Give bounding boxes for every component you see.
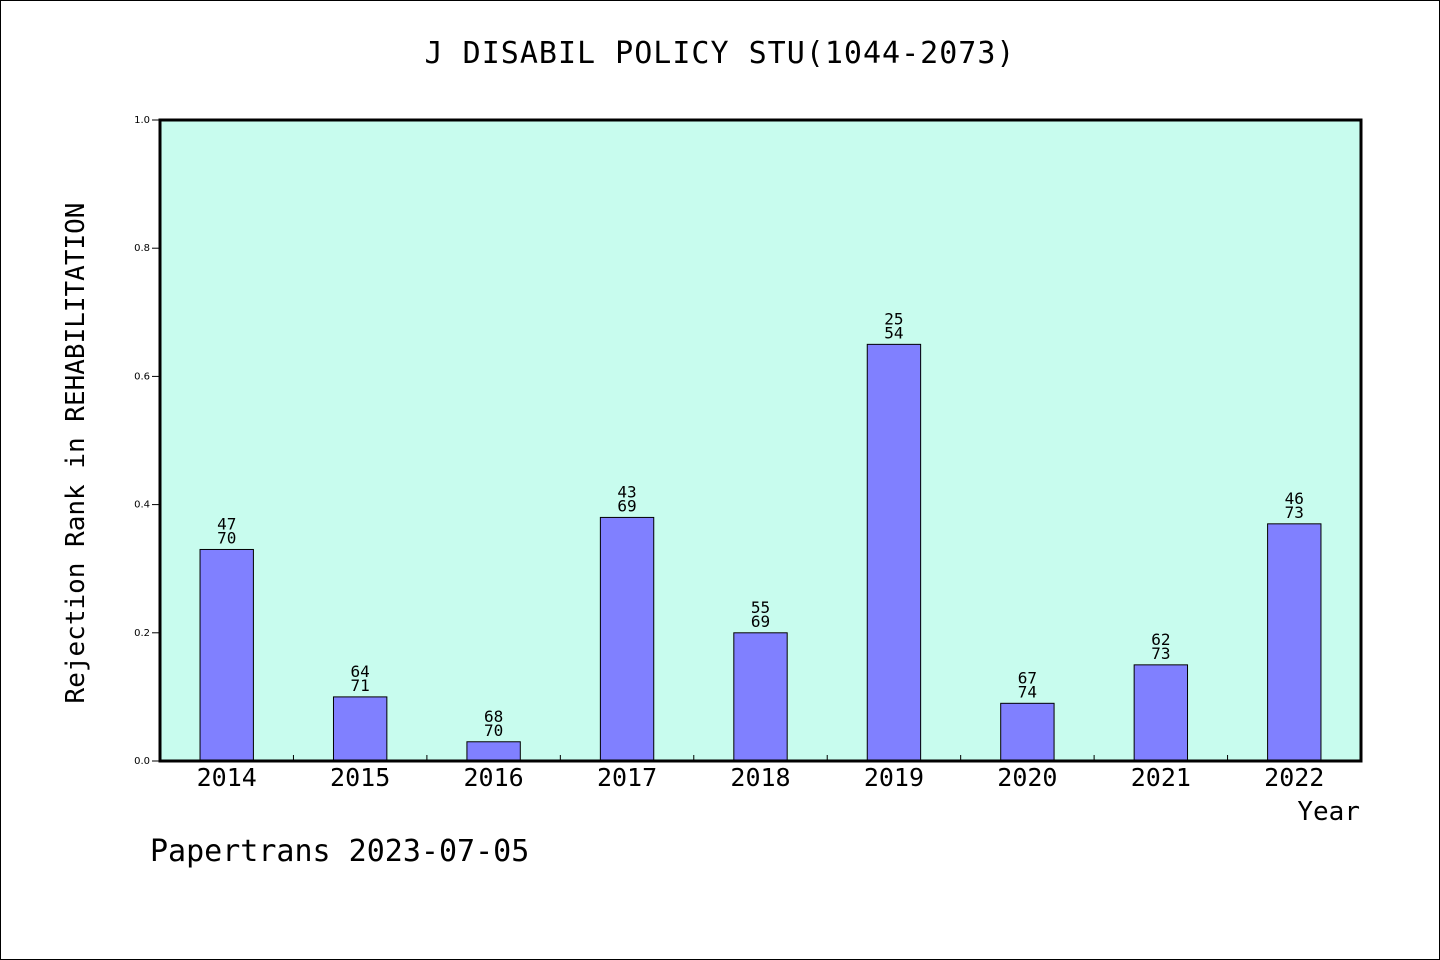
x-tick-label: 2014 [197, 763, 257, 792]
x-tick-label: 2019 [864, 763, 924, 792]
bar-2016 [466, 741, 521, 762]
bar-2019 [866, 343, 922, 762]
x-tick-label: 2018 [730, 763, 790, 792]
bar-label: 62 [1151, 630, 1170, 649]
bar-label: 54 [884, 323, 903, 342]
bar-label: 73 [1151, 644, 1170, 663]
bar-label: 68 [484, 707, 503, 726]
y-tick-label: 1.0 [134, 115, 150, 126]
x-tick-label: 2016 [464, 763, 524, 792]
x-tick-label: 2021 [1131, 763, 1191, 792]
x-axis-label: Year [1297, 797, 1360, 827]
x-tick-label: 2020 [997, 763, 1057, 792]
bar-label: 73 [1285, 503, 1304, 522]
y-tick-label: 0.0 [134, 756, 150, 767]
x-tick-label: 2015 [330, 763, 390, 792]
bar-label: 25 [884, 309, 903, 328]
bar-label: 74 [1018, 682, 1037, 701]
y-tick-label: 0.2 [134, 628, 150, 639]
bar-label: 43 [617, 482, 636, 501]
x-tick-label: 2022 [1264, 763, 1324, 792]
y-tick-label: 0.6 [134, 371, 150, 382]
x-tick-label: 2017 [597, 763, 657, 792]
bar-label: 55 [751, 598, 770, 617]
chart-title: J DISABIL POLICY STU(1044-2073) [424, 36, 1016, 71]
y-tick-label: 0.8 [134, 243, 150, 254]
bar-label: 69 [751, 612, 770, 631]
bar-label: 46 [1285, 489, 1304, 508]
footer-text: Papertrans 2023-07-05 [150, 834, 530, 869]
bar-label: 69 [617, 496, 636, 515]
y-axis-label: Rejection Rank in REHABILITATION [61, 203, 91, 704]
y-tick-label: 0.4 [134, 500, 150, 511]
bar-label: 47 [217, 514, 236, 533]
bar-2015 [332, 696, 388, 762]
bar-2021 [1133, 664, 1189, 762]
bar-2018 [733, 632, 788, 762]
bar-2014 [199, 548, 254, 762]
bar-label: 70 [484, 721, 503, 740]
plot-border [158, 118, 1363, 763]
bar-2017 [599, 516, 655, 762]
bar-label: 70 [217, 528, 236, 547]
bar-2020 [1000, 702, 1055, 762]
bar-label: 67 [1018, 668, 1037, 687]
bar-2022 [1267, 523, 1322, 762]
bar-label: 71 [351, 676, 370, 695]
bar-label: 64 [351, 662, 370, 681]
